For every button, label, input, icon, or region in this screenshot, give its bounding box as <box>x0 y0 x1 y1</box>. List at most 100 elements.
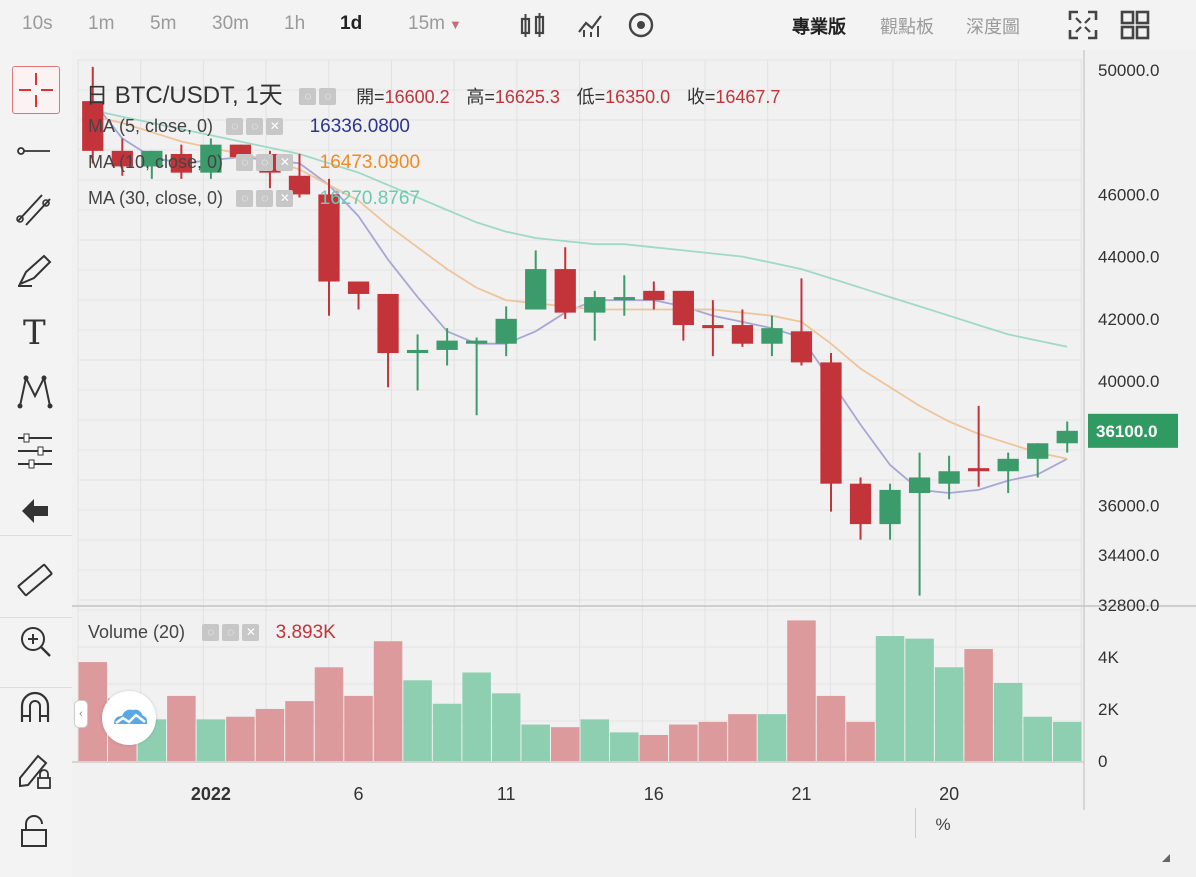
volume-hide-icon[interactable]: ◌ <box>202 624 220 642</box>
indicators-icon[interactable] <box>574 8 608 42</box>
candle-body <box>908 477 931 494</box>
timeframe-5m[interactable]: 5m <box>150 13 176 35</box>
pattern-icon[interactable] <box>12 368 58 414</box>
candlestick-type-icon[interactable] <box>516 8 550 42</box>
candle <box>82 66 104 164</box>
timeframe-15m[interactable]: 15m ▼ <box>408 13 462 35</box>
candle-body <box>288 175 311 195</box>
volume-bar <box>521 724 550 761</box>
back-arrow-icon[interactable] <box>12 488 58 534</box>
candle <box>170 144 192 179</box>
volume-bar <box>550 727 580 761</box>
candle-body <box>82 101 104 151</box>
settings-circle-icon[interactable] <box>624 8 658 42</box>
low-label: 低= <box>576 87 606 107</box>
ma10-remove-icon[interactable]: ✕ <box>276 154 294 172</box>
ma5-settings-icon[interactable]: ◌ <box>246 118 264 136</box>
ma5-hide-icon[interactable]: ◌ <box>226 118 244 136</box>
candle-body <box>466 340 488 344</box>
toolbar-divider <box>0 617 72 618</box>
ma-line-0 <box>92 100 1068 494</box>
timeframe-1m[interactable]: 1m <box>88 13 114 35</box>
layout-grid-icon[interactable] <box>1118 8 1152 42</box>
price-axis-tick: 50000.0 <box>1098 61 1159 80</box>
ma30-hide-icon[interactable]: ◌ <box>236 190 254 208</box>
candle <box>495 306 517 357</box>
trend-lines-icon[interactable] <box>12 187 58 233</box>
candle-body <box>406 349 429 354</box>
fib-tool-icon[interactable] <box>12 428 58 474</box>
volume-value: 3.893K <box>275 622 336 643</box>
collapse-toolbar-button[interactable]: ‹ <box>74 700 88 728</box>
price-axis-tick: 36000.0 <box>1098 496 1159 515</box>
candle-body <box>525 269 547 310</box>
hide-icon[interactable]: ◌ <box>299 88 317 106</box>
candle-body <box>997 458 1019 472</box>
candle-body <box>436 340 458 350</box>
candle-body <box>377 293 399 354</box>
chart-area[interactable]: 50000.0 46000.0 44000.0 42000.0 40000.0 36000… <box>72 50 1196 877</box>
percent-scale-button[interactable]: % <box>915 808 970 838</box>
candle-body <box>643 290 665 301</box>
fullscreen-icon[interactable] <box>1066 8 1100 42</box>
resize-grip-icon <box>1162 854 1170 862</box>
timeframe-30m[interactable]: 30m <box>212 13 249 35</box>
ma10-legend: MA (10, close, 0) ◌ ◌ ✕ 16473.0900 <box>88 152 420 174</box>
brush-icon[interactable] <box>12 248 58 294</box>
line-tool-icon[interactable] <box>12 128 58 174</box>
timeframe-10s[interactable]: 10s <box>22 13 53 35</box>
volume-bar <box>639 734 669 761</box>
ma30-settings-icon[interactable]: ◌ <box>256 190 274 208</box>
volume-bar <box>728 714 757 761</box>
ma10-hide-icon[interactable]: ◌ <box>236 154 254 172</box>
current-price-tag: 36100.0 <box>1088 413 1178 448</box>
volume-legend: Volume (20) ◌ ◌ ✕ 3.893K <box>88 622 336 644</box>
ma30-remove-icon[interactable]: ✕ <box>276 190 294 208</box>
volume-bar <box>964 649 993 761</box>
text-tool-icon[interactable]: T <box>12 308 58 354</box>
timeframe-1h[interactable]: 1h <box>284 13 305 35</box>
percent-label: % <box>935 815 951 834</box>
view-tab-0[interactable]: 專業版 <box>792 17 846 37</box>
symbol-title: BTC/USDT, 1天 <box>114 82 283 109</box>
candle <box>879 483 901 540</box>
time-axis-tick: 11 <box>497 784 516 804</box>
ruler-icon[interactable] <box>12 558 58 604</box>
ma5-remove-icon[interactable]: ✕ <box>266 118 284 136</box>
crosshair-icon[interactable] <box>12 66 60 114</box>
settings-icon[interactable]: ◌ <box>319 88 337 106</box>
candle-body <box>584 297 606 313</box>
candle-body <box>849 483 872 525</box>
view-tab-2[interactable]: 深度圖 <box>966 17 1020 37</box>
candle <box>1056 421 1078 453</box>
low-value: 16350.0 <box>605 87 671 107</box>
ma10-label: MA (10, close, 0) <box>88 152 224 172</box>
view-tab-1[interactable]: 觀點板 <box>880 17 934 37</box>
lock-drawing-icon[interactable] <box>12 748 58 794</box>
volume-bar <box>314 667 344 761</box>
zoom-in-icon[interactable] <box>12 618 58 664</box>
volume-bar <box>934 667 964 761</box>
toolbar-divider <box>0 535 72 536</box>
price-chart[interactable]: 50000.0 46000.0 44000.0 42000.0 40000.0 36000… <box>72 50 1196 877</box>
timeframe-1d[interactable]: 1d <box>340 13 362 35</box>
candle <box>790 278 813 366</box>
chart-legend-header: 日 BTC/USDT, 1天 ◌ ◌ 開=16600.2 高=16625.3 低=… <box>86 75 780 110</box>
candle <box>200 138 222 179</box>
volume-bar <box>816 695 846 761</box>
candle-body <box>111 150 133 167</box>
timeframe-label: 5m <box>150 13 177 34</box>
price-axis-tick: 46000.0 <box>1098 185 1159 204</box>
candle-body <box>495 318 517 344</box>
timeframe-label: 1m <box>88 13 115 34</box>
magnet-icon[interactable] <box>12 688 58 734</box>
ma10-settings-icon[interactable]: ◌ <box>256 154 274 172</box>
volume-bar <box>285 701 314 761</box>
volume-settings-icon[interactable]: ◌ <box>222 624 240 642</box>
price-axis-tick: 42000.0 <box>1098 310 1159 329</box>
volume-remove-icon[interactable]: ✕ <box>242 624 260 642</box>
unlock-icon[interactable] <box>12 808 58 854</box>
bars-style-icon[interactable]: 日 <box>86 83 109 108</box>
price-axis-tick: 34400.0 <box>1098 546 1159 565</box>
volume-bar <box>196 719 226 761</box>
